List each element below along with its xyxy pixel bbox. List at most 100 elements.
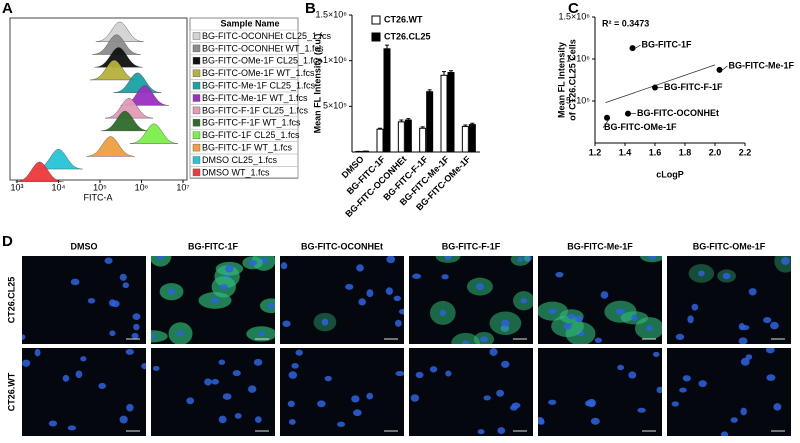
cell-nucleus <box>321 318 329 326</box>
cell-nucleus <box>517 256 524 262</box>
legend-swatch <box>192 57 201 65</box>
micrograph <box>22 348 146 436</box>
micrograph-bg <box>667 348 791 436</box>
cell-nucleus <box>133 323 140 331</box>
column-label: BG-FITC-1F <box>188 241 238 251</box>
cell-nucleus <box>720 431 729 436</box>
cell-nucleus <box>291 363 299 369</box>
bar <box>404 119 412 153</box>
panel-label: A <box>2 0 13 17</box>
legend-swatch <box>371 15 381 25</box>
micrograph <box>280 348 404 436</box>
cell-nucleus <box>740 407 747 416</box>
cell-nucleus <box>75 370 83 379</box>
error-bar <box>399 119 404 122</box>
cell-nucleus <box>511 402 521 409</box>
cell-nucleus <box>410 394 420 402</box>
y-tick-label: 1.5×10⁶ <box>559 11 591 21</box>
cell-nucleus <box>345 283 354 290</box>
error-bar <box>463 124 468 127</box>
panel-label: D <box>2 233 13 250</box>
micrograph <box>409 348 533 436</box>
histogram <box>95 21 144 42</box>
x-tick-label: 1.2 <box>589 147 602 157</box>
cell-nucleus <box>152 365 160 371</box>
cell-nucleus <box>386 256 396 264</box>
cell-nucleus <box>358 298 366 306</box>
legend-label: DMSO WT_1.fcs <box>202 167 270 177</box>
cell-nucleus <box>168 288 176 295</box>
y-tick-label: 5×10⁵ <box>323 101 347 111</box>
bar <box>447 72 455 153</box>
x-axis-label: FITC-A <box>84 192 113 202</box>
legend-label: BG-FITC-OCONHEt WT_1.fcs <box>202 43 324 53</box>
error-bar <box>427 89 432 92</box>
x-tick-label: 10⁵ <box>93 182 107 192</box>
histogram <box>94 47 143 68</box>
panel-label: C <box>568 0 579 17</box>
histogram <box>113 72 162 93</box>
legend-swatch <box>192 94 201 102</box>
cell-nucleus <box>356 264 364 272</box>
histogram <box>90 59 139 81</box>
cell-nucleus <box>337 421 346 427</box>
histogram <box>92 34 141 55</box>
cell-nucleus <box>125 348 134 355</box>
cell-nucleus <box>679 387 687 393</box>
panel-label: B <box>305 0 316 17</box>
cell-nucleus <box>80 356 87 362</box>
cell-nucleus <box>600 291 609 299</box>
cell-nucleus <box>122 282 130 289</box>
cell-nucleus <box>476 283 484 291</box>
cell-nucleus <box>393 295 401 302</box>
column-label: BG-FITC-OCONHEt <box>301 241 383 251</box>
cell-nucleus <box>489 348 498 356</box>
point-label: BG-FITC-Me-1F <box>729 60 795 70</box>
point-label: BG-FITC-OCONHEt <box>637 108 719 118</box>
cell-nucleus <box>248 260 258 266</box>
legend-swatch <box>192 69 201 77</box>
error-bar <box>470 122 475 125</box>
bar <box>440 74 448 153</box>
cell-nucleus <box>287 400 295 407</box>
cell-nucleus <box>282 320 291 327</box>
cell-nucleus <box>646 325 653 332</box>
cell-nucleus <box>548 399 557 405</box>
micrograph <box>538 256 662 344</box>
cell-nucleus <box>548 308 557 314</box>
cell-nucleus <box>501 360 510 368</box>
cell-cytoplasm <box>451 332 480 344</box>
cell-nucleus <box>295 349 303 356</box>
cell-nucleus <box>353 409 362 417</box>
cell-nucleus <box>119 273 127 281</box>
cell-nucleus <box>204 378 212 386</box>
cell-nucleus <box>366 289 374 298</box>
histogram <box>86 136 135 157</box>
cell-cytoplasm <box>151 256 172 267</box>
cell-nucleus <box>22 334 26 340</box>
cell-nucleus <box>497 427 506 435</box>
cell-nucleus <box>67 425 77 431</box>
cell-nucleus <box>288 418 296 425</box>
x-tick-label: 10⁴ <box>52 182 66 192</box>
cell-nucleus <box>98 382 107 390</box>
legend-label: BG-FITC-OMe-1F CL25_1.fcs <box>202 56 323 66</box>
cell-nucleus <box>698 270 705 277</box>
cell-nucleus <box>763 316 772 324</box>
cell-nucleus <box>222 393 232 400</box>
x-tick-label: 2.2 <box>739 147 752 157</box>
legend-label: BG-FITC-Me-1F WT_1.fcs <box>202 93 308 103</box>
point <box>652 84 658 91</box>
bar <box>397 121 405 153</box>
cell-nucleus <box>652 351 660 357</box>
cell-nucleus <box>648 256 657 260</box>
micrograph <box>151 348 275 436</box>
legend-label: BG-FITC-F-1F CL25_1.fcs <box>202 105 309 115</box>
micrograph <box>280 256 404 344</box>
legend-swatch <box>371 32 381 42</box>
cell-nucleus <box>258 331 265 337</box>
cell-nucleus <box>218 415 227 424</box>
cell-cytoplasm <box>259 298 275 314</box>
y-tick-label: 5×10⁵ <box>566 95 590 105</box>
legend-label: CT26.WT <box>384 14 423 24</box>
